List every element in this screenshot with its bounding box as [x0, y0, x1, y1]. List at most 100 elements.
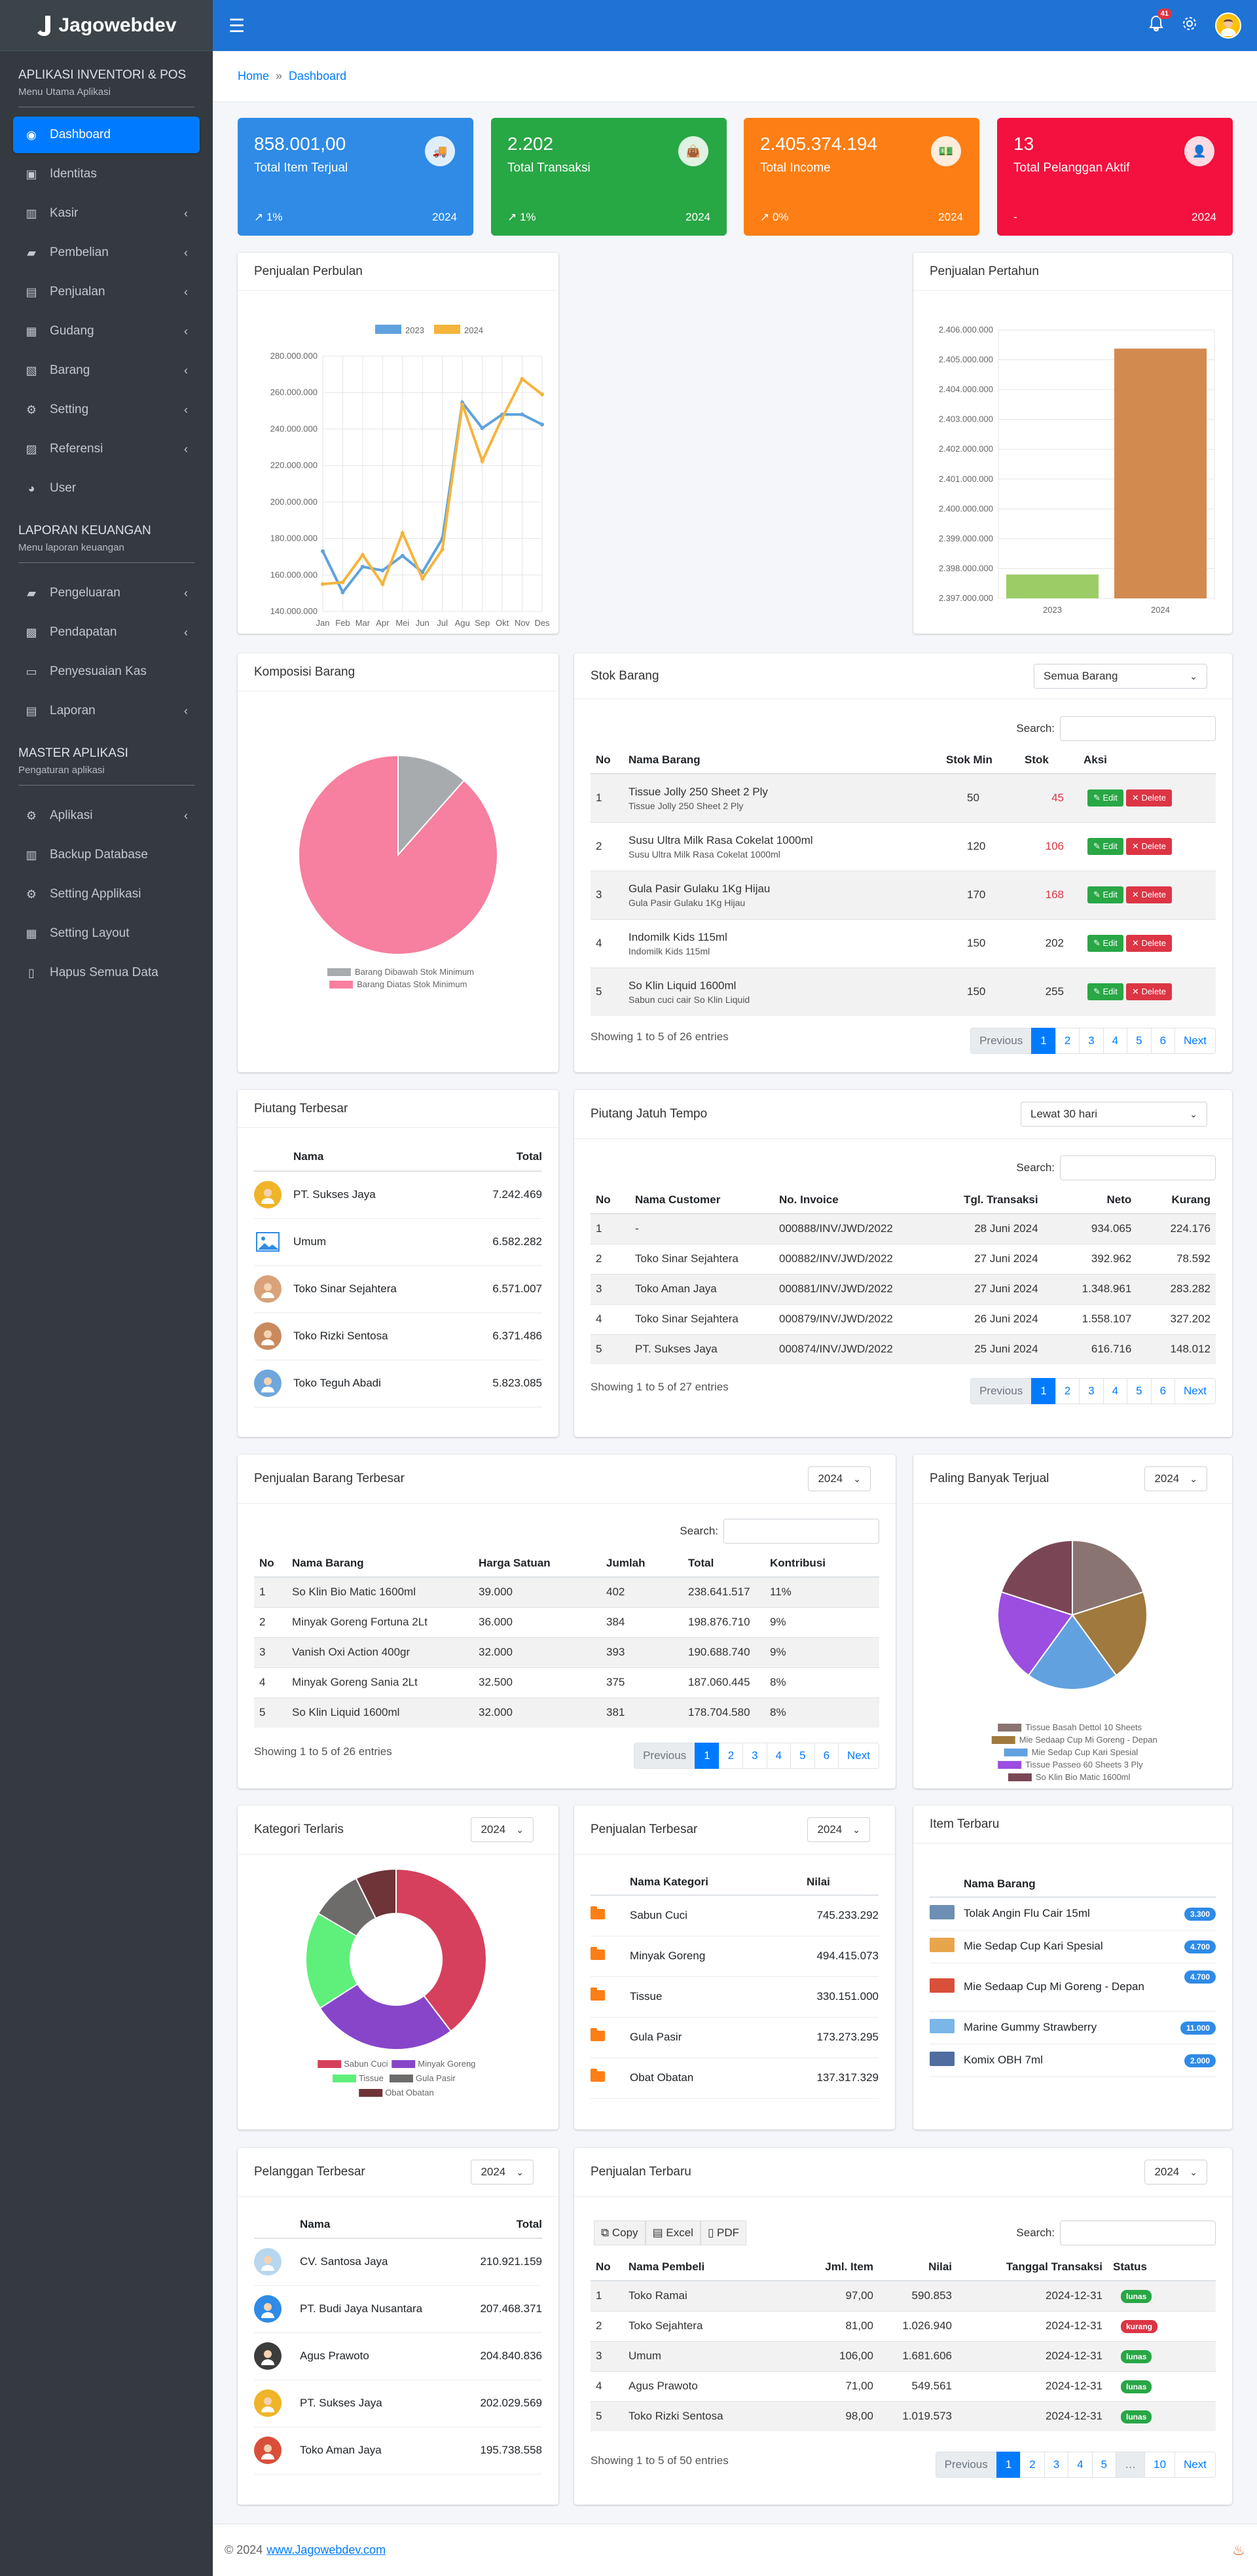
pagination-page[interactable]: 4 — [1102, 1028, 1128, 1054]
sidebar-item-hapus-semua-data[interactable]: ▯ Hapus Semua Data — [13, 954, 200, 991]
column-header[interactable]: No — [591, 2254, 623, 2281]
pagination-page[interactable]: 4 — [766, 1743, 792, 1769]
pagination-next[interactable]: Next — [1175, 1378, 1216, 1404]
sidebar-item-referensi[interactable]: ▨ Referensi ‹ — [13, 431, 200, 467]
overdue-search-input[interactable] — [1060, 1155, 1216, 1180]
sidebar-item-identitas[interactable]: ▣ Identitas — [13, 156, 200, 192]
sidebar-item-kasir[interactable]: ▥ Kasir ‹ — [13, 195, 200, 232]
edit-button[interactable]: ✎ Edit — [1087, 838, 1123, 855]
overdue-filter-select[interactable]: Lewat 30 hari ⌄ — [1021, 1102, 1207, 1127]
column-header[interactable]: Kontribusi — [765, 1550, 879, 1578]
pagination-next[interactable]: Next — [1175, 1028, 1216, 1054]
pagination-page[interactable]: 4 — [1102, 1378, 1128, 1404]
column-header[interactable]: Jumlah — [601, 1550, 683, 1578]
notification-bell-icon[interactable]: 41 — [1148, 8, 1172, 37]
column-header[interactable]: No. Invoice — [774, 1187, 911, 1214]
column-header[interactable]: Aksi — [1078, 747, 1216, 774]
pagination-page[interactable]: 4 — [1068, 2452, 1093, 2478]
pagination-page[interactable]: 6 — [814, 1743, 839, 1769]
column-header[interactable]: Jml. Item — [787, 2254, 879, 2281]
stat-box-1[interactable]: 858.001,00 Total Item Terjual 🚚 ↗ 1% 2024 — [238, 118, 473, 236]
column-header[interactable]: Kurang — [1137, 1187, 1216, 1214]
sidebar-item-setting-applikasi[interactable]: ⚙ Setting Applikasi — [13, 876, 200, 913]
pagination-page[interactable]: 10 — [1144, 2452, 1176, 2478]
column-header[interactable]: No — [591, 747, 623, 774]
pagination-page[interactable]: 3 — [1044, 2452, 1069, 2478]
pagination-page[interactable]: 2 — [718, 1743, 744, 1769]
pagination-next[interactable]: Next — [838, 1743, 879, 1769]
delete-button[interactable]: ✕ Delete — [1125, 935, 1173, 952]
sidebar-item-gudang[interactable]: ▦ Gudang ‹ — [13, 313, 200, 350]
year-select[interactable]: 2024 ⌄ — [471, 2160, 534, 2185]
pagination-previous[interactable]: Previous — [634, 1743, 696, 1769]
stock-search-input[interactable] — [1060, 716, 1216, 741]
stock-filter-select[interactable]: Semua Barang ⌄ — [1034, 664, 1207, 689]
pagination-page[interactable]: 1 — [996, 2452, 1021, 2478]
top-items-search-input[interactable] — [723, 1519, 879, 1544]
excel-button[interactable]: ▤ Excel — [645, 2221, 701, 2245]
column-header[interactable]: Nama Pembeli — [623, 2254, 787, 2281]
year-select[interactable]: 2024 ⌄ — [1144, 2160, 1207, 2185]
column-header[interactable]: Status — [1108, 2254, 1216, 2281]
stat-box-3[interactable]: 2.405.374.194 Total Income 💵 ↗ 0% 2024 — [744, 118, 979, 236]
pagination-page[interactable]: 1 — [695, 1743, 720, 1769]
column-header[interactable]: Tgl. Transaksi — [911, 1187, 1044, 1214]
settings-gear-icon[interactable] — [1181, 15, 1198, 37]
column-header[interactable]: Neto — [1043, 1187, 1137, 1214]
pagination-page[interactable]: 6 — [1150, 1028, 1176, 1054]
pagination-page[interactable]: 2 — [1055, 1378, 1080, 1404]
column-header[interactable]: Tanggal Transaksi — [957, 2254, 1108, 2281]
sidebar-item-setting-layout[interactable]: ▦ Setting Layout — [13, 915, 200, 952]
column-header[interactable]: Total — [683, 1550, 765, 1578]
pagination-page[interactable]: 3 — [742, 1743, 767, 1769]
pagination-page[interactable]: 2 — [1020, 2452, 1045, 2478]
edit-button[interactable]: ✎ Edit — [1087, 983, 1123, 1001]
sidebar-item-barang[interactable]: ▧ Barang ‹ — [13, 352, 200, 389]
column-header[interactable]: Stok Min — [941, 747, 1019, 774]
pagination-next[interactable]: Next — [1175, 2452, 1216, 2478]
pagination-page[interactable]: 2 — [1055, 1028, 1080, 1054]
column-header[interactable]: No — [254, 1550, 287, 1578]
sidebar-item-penjualan[interactable]: ▤ Penjualan ‹ — [13, 274, 200, 310]
column-header[interactable]: Nilai — [879, 2254, 957, 2281]
copy-button[interactable]: ⧉ Copy — [594, 2221, 646, 2245]
column-header[interactable]: No — [591, 1187, 630, 1214]
pagination-page[interactable]: 6 — [1150, 1378, 1176, 1404]
delete-button[interactable]: ✕ Delete — [1125, 886, 1173, 903]
pagination-previous[interactable]: Previous — [935, 2452, 997, 2478]
pagination-page[interactable]: 5 — [1127, 1028, 1152, 1054]
sidebar-item-pembelian[interactable]: ▰ Pembelian ‹ — [13, 234, 200, 271]
pagination-page[interactable]: 1 — [1031, 1028, 1056, 1054]
column-header[interactable]: Stok — [1019, 747, 1078, 774]
stat-box-4[interactable]: 13 Total Pelanggan Aktif 👤 - 2024 — [997, 118, 1233, 236]
column-header[interactable]: Harga Satuan — [473, 1550, 601, 1578]
pagination-page[interactable]: 3 — [1079, 1028, 1104, 1054]
year-select[interactable]: 2024 ⌄ — [471, 1817, 534, 1842]
column-header[interactable]: Nama Barang — [287, 1550, 473, 1578]
pagination-page[interactable]: 5 — [1091, 2452, 1117, 2478]
pagination-page[interactable]: 1 — [1031, 1378, 1056, 1404]
pagination-page[interactable]: 3 — [1079, 1378, 1104, 1404]
sidebar-item-backup-database[interactable]: ▥ Backup Database — [13, 837, 200, 873]
pdf-button[interactable]: ▯ PDF — [700, 2221, 747, 2245]
sidebar-item-user[interactable]: ◕ User — [13, 470, 200, 507]
edit-button[interactable]: ✎ Edit — [1087, 789, 1123, 807]
pagination-page[interactable]: … — [1116, 2452, 1146, 2478]
sidebar-item-setting[interactable]: ⚙ Setting ‹ — [13, 391, 200, 428]
footer-link[interactable]: www.Jagowebdev.com — [266, 2543, 386, 2556]
pagination-page[interactable]: 5 — [1127, 1378, 1152, 1404]
sidebar-item-dashboard[interactable]: ◉ Dashboard — [13, 117, 200, 153]
column-header[interactable]: Nama Customer — [630, 1187, 774, 1214]
year-select[interactable]: 2024 ⌄ — [1144, 1466, 1207, 1491]
user-avatar[interactable] — [1215, 12, 1241, 39]
sidebar-item-pengeluaran[interactable]: ▰ Pengeluaran ‹ — [13, 575, 200, 611]
sidebar-item-laporan[interactable]: ▤ Laporan ‹ — [13, 693, 200, 729]
pagination-page[interactable]: 5 — [790, 1743, 815, 1769]
pagination-previous[interactable]: Previous — [970, 1028, 1032, 1054]
edit-button[interactable]: ✎ Edit — [1087, 935, 1123, 952]
delete-button[interactable]: ✕ Delete — [1125, 838, 1173, 855]
pagination-previous[interactable]: Previous — [970, 1378, 1032, 1404]
breadcrumb-home[interactable]: Home — [238, 69, 270, 82]
brand[interactable]: Jagowebdev — [0, 0, 213, 51]
delete-button[interactable]: ✕ Delete — [1125, 983, 1173, 1001]
